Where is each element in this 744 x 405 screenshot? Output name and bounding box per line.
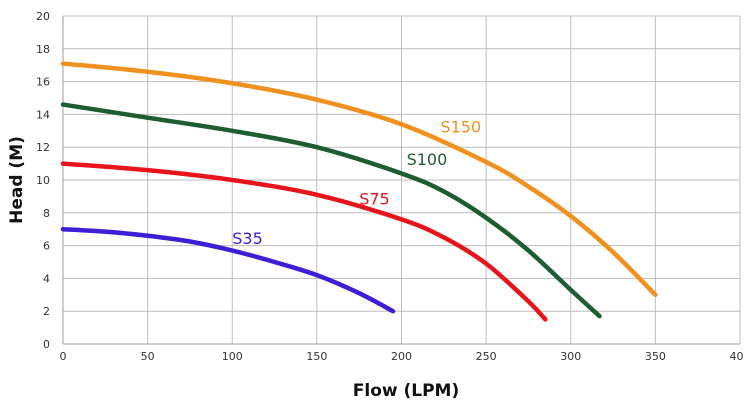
y-tick-label: 0 — [43, 338, 50, 351]
x-tick-label: 100 — [222, 350, 243, 363]
y-tick-label: 20 — [36, 10, 50, 23]
x-tick-label: 250 — [476, 350, 497, 363]
series-lines — [60, 61, 658, 322]
y-tick-label: 12 — [36, 141, 50, 154]
grid — [63, 15, 741, 344]
series-label-s100: S100 — [407, 150, 448, 169]
x-tick-label: 300 — [560, 350, 581, 363]
series-line-s35 — [60, 226, 396, 314]
y-tick-label: 8 — [43, 207, 50, 220]
x-tick-label: 200 — [391, 350, 412, 363]
y-tick-label: 2 — [43, 305, 50, 318]
x-tick-label: 350 — [645, 350, 666, 363]
series-line-s100 — [60, 102, 602, 319]
series-label-s150: S150 — [440, 117, 481, 136]
y-tick-label: 4 — [43, 272, 50, 285]
tick-labels: 0 50 100 150 200 250 300 350 400 0 2 4 6 8 10 12 14 16 18 2… — [36, 10, 744, 363]
x-tick-label: 0 — [60, 350, 67, 363]
x-tick-label: 400 — [730, 350, 744, 363]
series-line-s150 — [60, 61, 658, 298]
y-tick-label: 16 — [36, 76, 50, 89]
y-axis-title: Head (M) — [7, 136, 27, 224]
x-tick-label: 150 — [306, 350, 327, 363]
y-tick-label: 14 — [36, 108, 50, 121]
x-tick-label: 50 — [141, 350, 155, 363]
y-tick-label: 18 — [36, 43, 50, 56]
y-tick-label: 6 — [43, 240, 50, 253]
series-labels: S35 S75 S100 S150 — [232, 117, 481, 248]
series-line-s75 — [60, 161, 548, 322]
series-label-s75: S75 — [359, 190, 390, 209]
y-tick-label: 10 — [36, 174, 50, 187]
axes — [62, 16, 740, 345]
series-label-s35: S35 — [232, 229, 263, 248]
x-axis-title: Flow (LPM) — [353, 381, 460, 401]
